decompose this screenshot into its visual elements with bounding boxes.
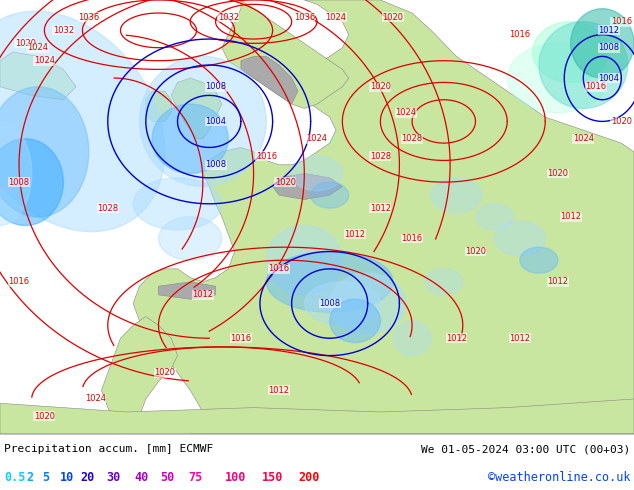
Text: 1020: 1020	[275, 178, 296, 187]
Text: 1012: 1012	[446, 334, 467, 343]
Text: 1020: 1020	[611, 117, 632, 126]
Text: 1032: 1032	[217, 13, 239, 22]
PathPatch shape	[241, 56, 298, 104]
Polygon shape	[266, 225, 342, 295]
Text: 1008: 1008	[205, 160, 226, 169]
Text: 1016: 1016	[611, 17, 632, 26]
PathPatch shape	[133, 0, 634, 434]
Text: 40: 40	[134, 471, 148, 484]
Polygon shape	[330, 299, 380, 343]
Text: 1020: 1020	[370, 82, 391, 91]
Text: 30: 30	[106, 471, 120, 484]
Text: 1024: 1024	[325, 13, 347, 22]
Polygon shape	[431, 178, 482, 213]
Text: 1024: 1024	[395, 108, 417, 117]
PathPatch shape	[158, 282, 216, 299]
PathPatch shape	[0, 52, 76, 100]
Text: Precipitation accum. [mm] ECMWF: Precipitation accum. [mm] ECMWF	[4, 444, 213, 454]
Text: We 01-05-2024 03:00 UTC (00+03): We 01-05-2024 03:00 UTC (00+03)	[421, 444, 630, 454]
Polygon shape	[520, 247, 558, 273]
Text: 1012: 1012	[268, 386, 290, 395]
Polygon shape	[507, 44, 609, 113]
Text: 1012: 1012	[370, 204, 391, 213]
Text: 1020: 1020	[154, 368, 176, 377]
Polygon shape	[533, 22, 609, 82]
Text: 1020: 1020	[34, 412, 55, 421]
Polygon shape	[0, 122, 32, 225]
Polygon shape	[425, 269, 463, 295]
Text: 50: 50	[160, 471, 174, 484]
Text: 1012: 1012	[547, 277, 569, 286]
Text: 1016: 1016	[401, 234, 423, 243]
Text: 1016: 1016	[8, 277, 30, 286]
Text: 1004: 1004	[598, 74, 619, 82]
Text: 150: 150	[262, 471, 283, 484]
Polygon shape	[158, 217, 222, 260]
Polygon shape	[571, 9, 634, 78]
Text: 1020: 1020	[547, 169, 569, 178]
Polygon shape	[393, 321, 431, 356]
Polygon shape	[311, 182, 349, 208]
Text: 1012: 1012	[192, 291, 214, 299]
Text: 1012: 1012	[560, 212, 581, 221]
Polygon shape	[0, 139, 63, 225]
PathPatch shape	[273, 173, 342, 199]
Text: 1028: 1028	[401, 134, 423, 143]
Text: 1036: 1036	[294, 13, 315, 22]
PathPatch shape	[101, 317, 178, 434]
Text: 1008: 1008	[598, 43, 619, 52]
Polygon shape	[476, 204, 514, 230]
Text: 1020: 1020	[15, 39, 36, 48]
Polygon shape	[266, 251, 393, 312]
Text: 1016: 1016	[585, 82, 607, 91]
Text: 100: 100	[225, 471, 247, 484]
Text: 1028: 1028	[370, 151, 391, 161]
Text: 20: 20	[80, 471, 94, 484]
PathPatch shape	[171, 78, 222, 139]
Polygon shape	[292, 156, 342, 191]
Text: 1008: 1008	[8, 178, 30, 187]
Text: 1012: 1012	[509, 334, 531, 343]
Text: 1024: 1024	[573, 134, 594, 143]
Text: 1004: 1004	[205, 117, 226, 126]
Text: 5: 5	[42, 471, 49, 484]
Text: 1016: 1016	[256, 151, 277, 161]
Text: 0.5: 0.5	[4, 471, 25, 484]
Text: 1024: 1024	[306, 134, 328, 143]
Polygon shape	[152, 104, 228, 173]
Text: 200: 200	[298, 471, 320, 484]
Text: 1020: 1020	[382, 13, 404, 22]
Text: 1012: 1012	[344, 230, 366, 239]
Text: 1008: 1008	[319, 299, 340, 308]
Text: 1016: 1016	[268, 265, 290, 273]
Polygon shape	[133, 178, 222, 230]
Polygon shape	[139, 56, 266, 187]
Text: ©weatheronline.co.uk: ©weatheronline.co.uk	[488, 471, 630, 484]
Text: 10: 10	[60, 471, 74, 484]
PathPatch shape	[0, 399, 634, 434]
PathPatch shape	[146, 91, 171, 122]
Polygon shape	[539, 22, 628, 108]
Text: 1024: 1024	[34, 56, 55, 65]
Text: 1032: 1032	[53, 26, 74, 35]
Polygon shape	[0, 11, 165, 232]
Text: 1020: 1020	[465, 247, 486, 256]
Polygon shape	[330, 273, 406, 334]
Text: 1036: 1036	[78, 13, 100, 22]
Text: 2: 2	[26, 471, 33, 484]
Text: 1024: 1024	[84, 394, 106, 403]
Polygon shape	[304, 282, 380, 325]
Text: 1012: 1012	[598, 26, 619, 35]
Text: 1016: 1016	[230, 334, 252, 343]
Text: 75: 75	[188, 471, 202, 484]
Text: 1024: 1024	[27, 43, 49, 52]
Polygon shape	[495, 221, 545, 256]
PathPatch shape	[222, 0, 349, 108]
Polygon shape	[0, 87, 89, 217]
Text: 1028: 1028	[97, 204, 119, 213]
Text: 1008: 1008	[205, 82, 226, 91]
Text: 1016: 1016	[509, 30, 531, 39]
